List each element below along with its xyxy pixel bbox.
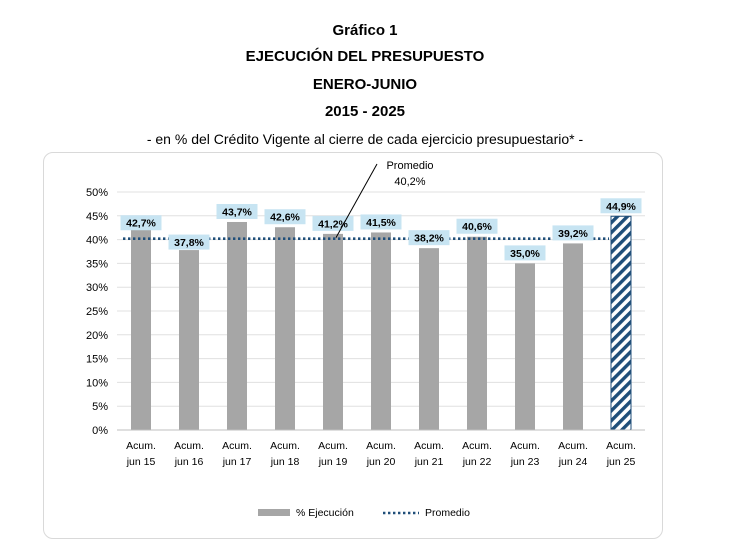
x-tick-label-line2: jun 23 [510, 456, 540, 468]
x-tick-label-line2: jun 21 [414, 456, 444, 468]
data-label: 37,8% [174, 237, 204, 249]
data-label: 44,9% [606, 201, 636, 213]
x-tick-label-line1: Acum. [510, 440, 540, 452]
data-label: 39,2% [558, 228, 588, 240]
x-tick-label-line2: jun 16 [174, 456, 204, 468]
average-annotation-value: 40,2% [394, 176, 425, 188]
average-annotation-leader [335, 163, 378, 238]
chart-frame [43, 152, 663, 539]
data-label-bg [120, 215, 162, 231]
x-tick-label-line1: Acum. [222, 440, 252, 452]
bar [227, 221, 247, 430]
y-tick-label: 10% [86, 377, 108, 389]
chart-title-line-2: EJECUCIÓN DEL PRESUPUESTO [245, 48, 485, 65]
y-tick-label: 0% [92, 425, 108, 437]
bar [371, 232, 391, 430]
x-tick-label-line1: Acum. [366, 440, 396, 452]
bar [563, 243, 583, 430]
data-label: 40,6% [462, 221, 492, 233]
x-tick-label-line1: Acum. [126, 440, 156, 452]
data-label: 38,2% [414, 233, 444, 245]
data-label-bg [600, 198, 642, 214]
x-tick-label-line1: Acum. [174, 440, 204, 452]
x-tick-label-line1: Acum. [270, 440, 300, 452]
chart-title-line-4: 2015 - 2025 [324, 103, 406, 120]
data-label: 42,6% [270, 212, 300, 224]
chart-title-line-1: Gráfico 1 [332, 22, 398, 39]
legend-label-bars: % Ejecución [296, 507, 354, 519]
x-tick-label-line2: jun 20 [366, 456, 396, 468]
bar [467, 236, 487, 430]
x-tick-label-line1: Acum. [414, 440, 444, 452]
x-tick-label-line2: jun 17 [222, 456, 252, 468]
y-tick-label: 35% [86, 258, 108, 270]
average-annotation-title: Promedio [386, 160, 433, 172]
x-tick-label-line1: Acum. [318, 440, 348, 452]
chart-title-line-3: ENERO-JUNIO [312, 76, 418, 93]
y-tick-label: 30% [86, 282, 108, 294]
x-tick-label-line2: jun 24 [558, 456, 588, 468]
bar [515, 263, 535, 430]
bar [323, 233, 343, 430]
x-tick-label-line2: jun 22 [462, 456, 492, 468]
data-label-bg [408, 230, 450, 246]
data-label: 35,0% [510, 248, 540, 260]
y-tick-label: 25% [86, 306, 108, 318]
data-label-bg [456, 218, 498, 234]
data-label-bg [360, 214, 402, 230]
legend-label-average: Promedio [425, 507, 470, 519]
data-label-bg [264, 209, 306, 225]
data-label-bg [504, 245, 546, 261]
data-label-bg [552, 225, 594, 241]
x-tick-label-line2: jun 19 [318, 456, 348, 468]
bar [131, 226, 151, 430]
y-tick-label: 50% [86, 187, 108, 199]
data-label: 43,7% [222, 206, 252, 218]
x-tick-label-line1: Acum. [606, 440, 636, 452]
y-tick-label: 45% [86, 211, 108, 223]
data-label-bg [312, 215, 354, 231]
data-label: 42,7% [126, 218, 156, 230]
y-tick-label: 15% [86, 354, 108, 366]
data-label-bg [168, 234, 210, 250]
bar [610, 215, 632, 431]
bar [419, 248, 439, 430]
chart-subtitle: - en % del Crédito Vigente al cierre de … [146, 131, 584, 147]
x-tick-label-line2: jun 25 [606, 456, 636, 468]
x-tick-label-line2: jun 15 [126, 456, 156, 468]
y-tick-label: 20% [86, 330, 108, 342]
x-tick-label-line2: jun 18 [270, 456, 300, 468]
data-label: 41,5% [366, 217, 396, 229]
bar [275, 227, 295, 430]
x-tick-label-line1: Acum. [558, 440, 588, 452]
y-tick-label: 40% [86, 235, 108, 247]
data-label-bg [216, 203, 258, 219]
data-label: 41,2% [318, 218, 348, 230]
x-tick-label-line1: Acum. [462, 440, 492, 452]
bar [179, 250, 199, 430]
legend-swatch-bars [258, 509, 290, 516]
y-tick-label: 5% [92, 401, 108, 413]
